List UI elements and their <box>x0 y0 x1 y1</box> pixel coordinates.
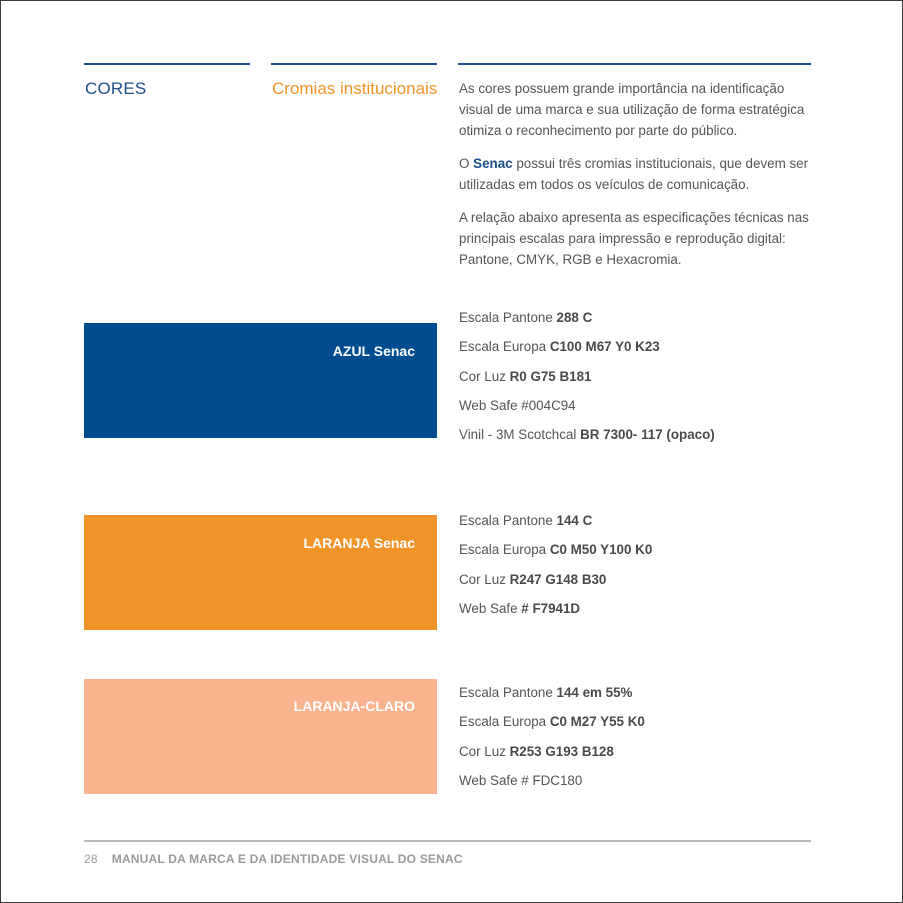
spec-value: R247 G148 B30 <box>509 571 607 587</box>
spec-label: Web Safe # FDC180 <box>459 772 583 788</box>
intro-p2-suffix: possui três cromias institucionais, que … <box>459 156 809 192</box>
spec-value: C0 M27 Y55 K0 <box>549 714 645 730</box>
spec-label: Escala Pantone <box>459 513 557 528</box>
spec-value: BR 7300- 117 (opaco) <box>580 427 715 443</box>
spec-label: Vinil - 3M Scotchcal <box>459 427 581 443</box>
color-swatch-laranja-claro: LARANJA-CLARO <box>84 679 437 794</box>
section-subtitle: Cromias institucionais <box>272 79 438 98</box>
swatch-label-azul: AZUL Senac <box>332 343 415 359</box>
header-rule-left <box>84 63 250 65</box>
spec-value: 144 C <box>556 513 593 528</box>
section-title: CORES <box>85 79 147 98</box>
spec-value: 144 em 55% <box>556 685 633 700</box>
spec-row: Escala Europa C100 M67 Y0 K23 <box>459 332 715 361</box>
specs-laranja-claro: Escala Pantone 144 em 55% Escala Europa … <box>459 678 645 795</box>
intro-text: As cores possuem grande importância na i… <box>459 78 819 282</box>
footer-title: MANUAL DA MARCA E DA IDENTIDADE VISUAL D… <box>111 852 463 866</box>
spec-value: C100 M67 Y0 K23 <box>549 339 660 355</box>
intro-p2-prefix: O <box>459 156 474 171</box>
spec-row: Escala Pantone 144 C <box>459 506 652 535</box>
spec-row: Escala Pantone 144 em 55% <box>459 678 645 707</box>
intro-paragraph-2: O Senac possui três cromias instituciona… <box>459 153 819 195</box>
color-swatch-azul: AZUL Senac <box>84 323 437 438</box>
intro-paragraph-1: As cores possuem grande importância na i… <box>459 81 805 138</box>
spec-label: Web Safe #004C94 <box>459 397 576 413</box>
spec-row: Cor Luz R0 G75 B181 <box>459 362 715 391</box>
spec-label: Escala Europa <box>459 542 550 558</box>
spec-value: R253 G193 B128 <box>509 743 614 759</box>
intro-paragraph-3: A relação abaixo apresenta as especifica… <box>459 210 809 267</box>
spec-row: Web Safe #004C94 <box>459 391 715 420</box>
header-rule-right <box>458 63 811 65</box>
spec-label: Cor Luz <box>459 743 510 759</box>
spec-row: Escala Pantone 288 C <box>459 303 715 332</box>
spec-row: Vinil - 3M Scotchcal BR 7300- 117 (opaco… <box>459 420 715 449</box>
spec-value: R0 G75 B181 <box>509 368 592 384</box>
spec-label: Escala Pantone <box>459 685 557 700</box>
spec-row: Web Safe # F7941D <box>459 594 652 623</box>
header-rule-middle <box>271 63 437 65</box>
spec-row: Cor Luz R253 G193 B128 <box>459 737 645 766</box>
spec-label: Escala Pantone <box>459 310 557 325</box>
spec-value: # F7941D <box>521 600 581 616</box>
spec-value: C0 M50 Y100 K0 <box>549 542 653 558</box>
spec-row: Escala Europa C0 M27 Y55 K0 <box>459 707 645 736</box>
specs-laranja: Escala Pantone 144 C Escala Europa C0 M5… <box>459 506 652 623</box>
swatch-label-laranja-claro: LARANJA-CLARO <box>293 698 415 714</box>
color-swatch-laranja: LARANJA Senac <box>84 515 437 630</box>
spec-row: Cor Luz R247 G148 B30 <box>459 565 652 594</box>
spec-row: Web Safe # FDC180 <box>459 766 645 795</box>
brand-name: Senac <box>473 156 513 171</box>
specs-azul: Escala Pantone 288 C Escala Europa C100 … <box>459 303 715 449</box>
swatch-label-laranja: LARANJA Senac <box>303 535 415 551</box>
spec-label: Escala Europa <box>459 714 550 730</box>
spec-label: Escala Europa <box>459 339 550 355</box>
spec-value: 288 C <box>556 310 593 325</box>
spec-label: Web Safe <box>459 600 522 616</box>
spec-row: Escala Europa C0 M50 Y100 K0 <box>459 535 652 564</box>
footer-rule <box>84 840 811 842</box>
page-number: 28 <box>84 852 98 866</box>
spec-label: Cor Luz <box>459 571 510 587</box>
footer: 28 MANUAL DA MARCA E DA IDENTIDADE VISUAL… <box>84 852 463 866</box>
spec-label: Cor Luz <box>459 368 510 384</box>
